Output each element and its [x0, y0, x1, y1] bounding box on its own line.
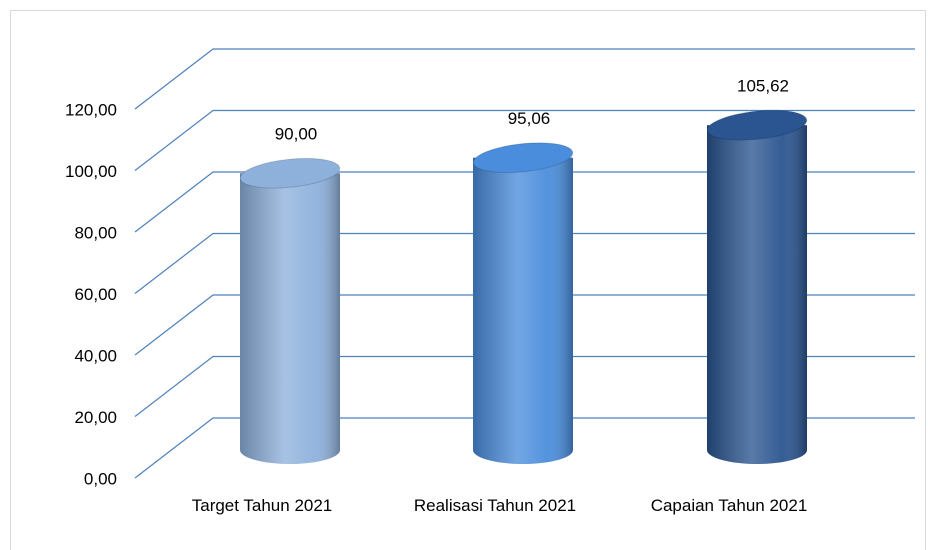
grid-line	[134, 294, 915, 356]
grid-line	[134, 109, 915, 171]
y-tick-label: 40,00	[74, 346, 117, 365]
bar-shade	[473, 157, 573, 465]
data-label: 105,62	[737, 77, 789, 96]
y-tick-label: 60,00	[74, 285, 117, 304]
y-tick-label: 20,00	[74, 408, 117, 427]
y-tick-label: 0,00	[84, 469, 117, 488]
x-tick-label: Capaian Tahun 2021	[650, 496, 808, 515]
x-tick-label: Target Tahun 2021	[191, 496, 333, 515]
grid-line	[134, 48, 915, 110]
bar-shade	[707, 125, 807, 464]
grid-line	[134, 171, 915, 233]
y-tick-label: 120,00	[65, 100, 117, 119]
data-label: 90,00	[275, 125, 318, 144]
bar-top	[239, 157, 341, 189]
y-tick-label: 100,00	[65, 162, 117, 181]
bar-top	[472, 142, 574, 174]
chart-frame	[10, 10, 926, 550]
x-tick-label: Realisasi Tahun 2021	[413, 496, 577, 515]
bar-top	[706, 109, 808, 141]
grid-line	[134, 417, 915, 479]
y-tick-label: 80,00	[74, 223, 117, 242]
grid-line	[134, 355, 915, 417]
bar-shade	[240, 173, 340, 464]
grid-line	[134, 232, 915, 294]
data-label: 95,06	[508, 109, 551, 128]
